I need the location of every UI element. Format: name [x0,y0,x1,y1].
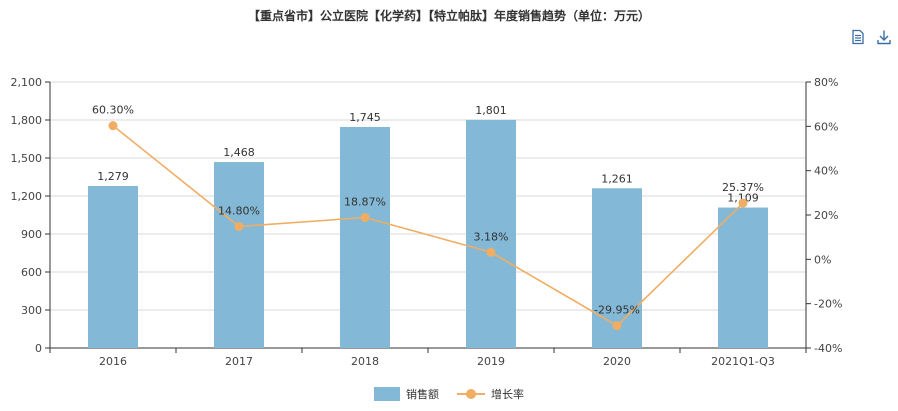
y-left-tick-label: 1,500 [11,152,43,165]
y-right-tick-label: 0% [814,253,831,266]
y-left-tick-label: 300 [21,304,42,317]
growth-value-label: 3.18% [474,230,509,243]
bar-value-label: 1,468 [223,146,255,159]
bar-value-label: 1,109 [727,192,759,205]
y-right-tick-label: 80% [814,76,838,89]
y-left-tick-label: 600 [21,266,42,279]
x-tick-label: 2018 [351,355,379,368]
y-left-tick-label: 0 [35,342,42,355]
y-left-tick-label: 1,800 [11,114,43,127]
chart-title: 【重点省市】公立医院【化学药】【特立帕肽】年度销售趋势（单位：万元） [247,9,650,23]
growth-point [486,247,496,257]
bar-value-label: 1,801 [475,104,507,117]
growth-point [234,222,244,232]
chart-toolbar [848,27,894,47]
growth-point [108,121,118,131]
legend-item-sales[interactable]: 销售额 [374,386,439,402]
bar-value-label: 1,279 [97,170,129,183]
growth-value-label: 25.37% [722,181,764,194]
y-right-tick-label: -20% [814,298,842,311]
document-icon [852,29,864,45]
bar [88,185,138,348]
x-tick-label: 2019 [477,355,505,368]
bar-value-label: 1,745 [349,111,381,124]
x-tick-label: 2020 [603,355,631,368]
bar [466,119,516,348]
download-icon [877,30,891,45]
bar [718,207,768,348]
growth-value-label: 60.30% [92,104,134,117]
y-left-tick-label: 2,100 [11,76,43,89]
legend-label-sales: 销售额 [406,388,439,401]
bar [340,126,390,348]
combo-chart: 0 300 600 900 1,200 1,500 1,800 2,100 -40% -20% 0%… [11,76,843,368]
growth-value-label: -29.95% [594,304,640,317]
legend-line-swatch [457,389,485,399]
growth-value-label: 14.80% [218,205,260,218]
legend-bar-swatch [374,387,400,401]
growth-point [612,321,622,331]
download-button[interactable] [874,27,894,47]
legend: 销售额 增长率 [0,386,898,402]
y-right-tick-label: 40% [814,165,838,178]
legend-label-growth: 增长率 [491,388,524,401]
data-view-button[interactable] [848,27,868,47]
legend-item-growth[interactable]: 增长率 [457,386,524,402]
y-right-tick-label: 60% [814,120,838,133]
growth-value-label: 18.87% [344,196,386,209]
growth-point [738,198,748,208]
bar-value-label: 1,261 [601,172,633,185]
growth-line [112,125,744,327]
x-tick-label: 2017 [225,355,253,368]
growth-point [360,213,370,223]
y-right-tick-label: -40% [814,342,842,355]
bar [214,162,264,348]
y-right-tick-label: 20% [814,209,838,222]
x-tick-label: 2021Q1-Q3 [711,355,775,368]
y-left-tick-label: 1,200 [11,190,43,203]
y-left-tick-label: 900 [21,228,42,241]
x-tick-label: 2016 [99,355,127,368]
